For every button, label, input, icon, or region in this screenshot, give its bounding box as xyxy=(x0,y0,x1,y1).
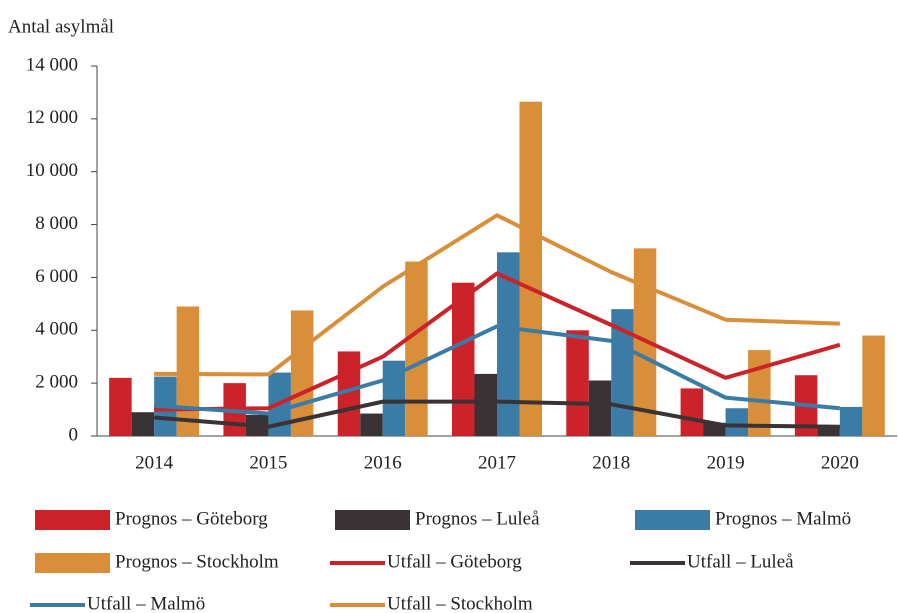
legend-swatch xyxy=(635,510,710,530)
line xyxy=(154,271,841,412)
bar xyxy=(588,380,612,436)
x-tick-label: 2018 xyxy=(592,452,630,473)
legend-swatch xyxy=(35,553,110,573)
legend-label: Utfall – Malmö xyxy=(87,593,205,613)
y-tick-label: 12 000 xyxy=(26,107,78,128)
x-tick-label: 2017 xyxy=(478,452,516,473)
y-tick-label: 2 000 xyxy=(35,372,78,393)
legend-label: Utfall – Stockholm xyxy=(387,593,533,613)
bar xyxy=(680,388,704,436)
x-tick-label: 2016 xyxy=(364,452,402,473)
y-tick-label: 4 000 xyxy=(35,319,78,340)
y-tick-label: 0 xyxy=(69,424,79,445)
bar xyxy=(131,412,155,436)
legend-label: Prognos – Stockholm xyxy=(115,551,279,572)
line xyxy=(154,324,841,416)
bar xyxy=(360,413,383,436)
bar xyxy=(817,425,840,436)
legend-label: Prognos – Luleå xyxy=(415,508,540,529)
x-tick-label: 2014 xyxy=(135,452,174,473)
bar xyxy=(405,261,428,436)
line xyxy=(153,399,840,429)
bar xyxy=(862,335,885,436)
bar xyxy=(497,252,520,436)
legend-label: Utfall – Göteborg xyxy=(387,551,522,572)
bar xyxy=(109,377,132,436)
y-tick-label: 10 000 xyxy=(26,160,78,181)
bar xyxy=(566,330,589,436)
legend-swatch xyxy=(335,510,410,530)
legend-label: Prognos – Malmö xyxy=(715,508,851,529)
bar xyxy=(839,406,863,436)
x-tick-label: 2019 xyxy=(707,452,745,473)
line xyxy=(154,213,840,377)
bar xyxy=(474,373,497,436)
x-tick-label: 2020 xyxy=(821,452,859,473)
y-tick-label: 8 000 xyxy=(35,213,78,234)
bar xyxy=(452,282,475,436)
bar xyxy=(748,350,771,436)
y-tick-label: 6 000 xyxy=(35,266,78,287)
bar xyxy=(725,408,749,436)
y-tick-label: 14 000 xyxy=(26,54,78,75)
legend-swatch xyxy=(35,510,110,530)
legend-label: Prognos – Göteborg xyxy=(115,508,268,529)
y-axis-label: Antal asylmål xyxy=(8,16,114,37)
bar xyxy=(519,101,542,436)
x-tick-label: 2015 xyxy=(249,452,287,473)
bar xyxy=(176,306,200,436)
legend-label: Utfall – Luleå xyxy=(687,551,794,572)
